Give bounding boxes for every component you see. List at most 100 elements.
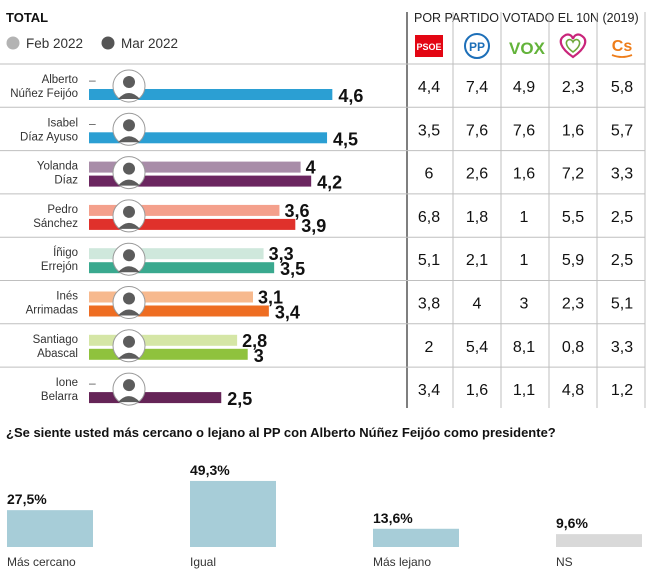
bar-mar-2022 [89, 392, 222, 404]
response-pct-label: 9,6% [556, 515, 588, 531]
leader-name-first: Alberto [42, 74, 78, 86]
party-score-cell: 3,8 [418, 296, 440, 313]
leader-photo-head [123, 335, 135, 348]
party-score-cell: 3,5 [418, 122, 440, 139]
leader-photo-head [123, 205, 135, 218]
table-grid [0, 12, 646, 408]
party-score-cell: 7,6 [513, 122, 535, 139]
leader-name-last: Núñez Feijóo [10, 88, 78, 100]
leader-name-last: Arrimadas [26, 305, 79, 317]
psoe-logo: PSOE [415, 35, 443, 57]
value-label-mar: 2,5 [227, 389, 252, 409]
leader-name-last: Errejón [41, 261, 78, 273]
legend-mar-label: Mar 2022 [121, 36, 178, 51]
value-label-mar: 4,5 [333, 129, 358, 149]
svg-text:VOX: VOX [509, 39, 546, 58]
value-label-feb: 3,1 [258, 288, 283, 308]
leader-photo-body [118, 179, 140, 186]
value-label-feb: 3,3 [269, 244, 294, 264]
party-score-cell: 2,5 [611, 252, 633, 269]
bar-mar-2022 [89, 89, 333, 100]
leader-name-first: Inés [56, 291, 78, 303]
party-score-cell: 1,1 [513, 382, 535, 399]
value-label-feb: – [89, 116, 96, 130]
legend-mar-swatch [101, 36, 115, 50]
party-score-cell: 5,1 [611, 296, 633, 313]
leader-name-first: Santiago [33, 334, 78, 346]
value-label-mar: 3,5 [280, 259, 305, 279]
party-score-cell: 1 [520, 252, 529, 269]
party-score-cell: 7,6 [466, 122, 488, 139]
party-score-cell: 3,3 [611, 166, 633, 183]
leader-name-first: Isabel [47, 117, 78, 129]
leader-row: Alberto Núñez Feijóo– 4,6 4,4 7,4 4,9 2,3 5,8 [10, 69, 633, 106]
party-score-cell: 4,8 [562, 382, 584, 399]
response-bar-group: 49,3% Igual [190, 462, 276, 569]
bar-feb-2022 [89, 291, 253, 303]
leader-photo-body [118, 309, 140, 316]
leader-name-last: Belarra [41, 391, 79, 403]
leader-photo-head [123, 76, 135, 88]
leader-name-first: Yolanda [37, 161, 79, 173]
leader-photo-body [118, 266, 140, 273]
party-score-cell: 8,1 [513, 339, 535, 356]
party-score-cell: 2,1 [466, 252, 488, 269]
table-header: POR PARTIDO VOTADO EL 10N (2019) [414, 11, 639, 25]
bar-mar-2022 [89, 305, 269, 317]
party-score-cell: 5,4 [466, 339, 488, 356]
leader-name-last: Sánchez [33, 218, 78, 230]
value-label-mar: 4,6 [338, 86, 363, 106]
party-score-cell: 1,6 [562, 122, 584, 139]
party-score-cell: 0,8 [562, 339, 584, 356]
bar-feb-2022 [89, 204, 280, 216]
vox-logo: VOX [509, 39, 546, 58]
response-category-label: Más cercano [7, 555, 76, 569]
leader-row: Santiago Abascal 2,83 2 5,4 8,1 0,8 3,3 [33, 329, 633, 366]
response-bar-group: 9,6% NS [556, 515, 642, 569]
response-bar-group: 27,5% Más cercano [7, 491, 93, 569]
response-category-label: Más lejano [373, 555, 431, 569]
leader-photo-head [123, 119, 135, 132]
leader-name-first: Íñigo [53, 246, 78, 259]
leader-photo-body [118, 396, 140, 403]
bar-feb-2022 [89, 248, 264, 260]
leader-photo-head [123, 162, 135, 175]
response-pct-label: 49,3% [190, 462, 230, 478]
party-score-cell: 1,6 [513, 166, 535, 183]
bar-mar-2022 [89, 132, 328, 144]
leader-name-last: Díaz Ayuso [20, 131, 78, 143]
pp-logo: PP [464, 33, 490, 59]
value-label-feb: 3,6 [284, 201, 309, 221]
party-score-cell: 1,6 [466, 382, 488, 399]
bottom-chart: 27,5% Más cercano 49,3% Igual 13,6% Más lejan… [7, 462, 642, 569]
value-label-feb: – [89, 376, 96, 390]
leader-photo-head [123, 379, 135, 392]
party-score-cell: 7,2 [562, 166, 584, 183]
leader-photo-body [118, 93, 140, 99]
party-score-cell: 2,3 [562, 296, 584, 313]
party-score-cell: 2,5 [611, 209, 633, 226]
legend-feb-label: Feb 2022 [26, 36, 83, 51]
leader-row: Íñigo Errejón 3,33,5 5,1 2,1 1 5,9 2,5 [41, 242, 633, 279]
leader-photo-body [118, 222, 140, 229]
value-label-mar: 3,4 [275, 303, 300, 323]
podemos-heart-logo [559, 33, 587, 59]
legend-feb-swatch [6, 36, 20, 50]
response-bar [556, 534, 642, 547]
leader-photo-body [118, 352, 140, 359]
bar-mar-2022 [89, 218, 296, 230]
value-label-mar: 3 [254, 346, 264, 366]
value-label-feb: 2,8 [242, 331, 267, 351]
leader-name-last: Abascal [37, 348, 78, 360]
party-score-cell: 5,8 [611, 79, 633, 96]
party-score-cell: 4 [473, 296, 482, 313]
party-score-cell: 7,4 [466, 79, 488, 96]
party-score-cell: 5,9 [562, 252, 584, 269]
response-pct-label: 27,5% [7, 491, 47, 507]
leader-row: Pedro Sánchez 3,63,9 6,8 1,8 1 5,5 2,5 [33, 199, 633, 236]
party-score-cell: 4,9 [513, 79, 535, 96]
value-label-mar: 4,2 [317, 173, 342, 193]
response-bar-group: 13,6% Más lejano [373, 510, 459, 569]
cs-logo: Cs [611, 38, 633, 58]
